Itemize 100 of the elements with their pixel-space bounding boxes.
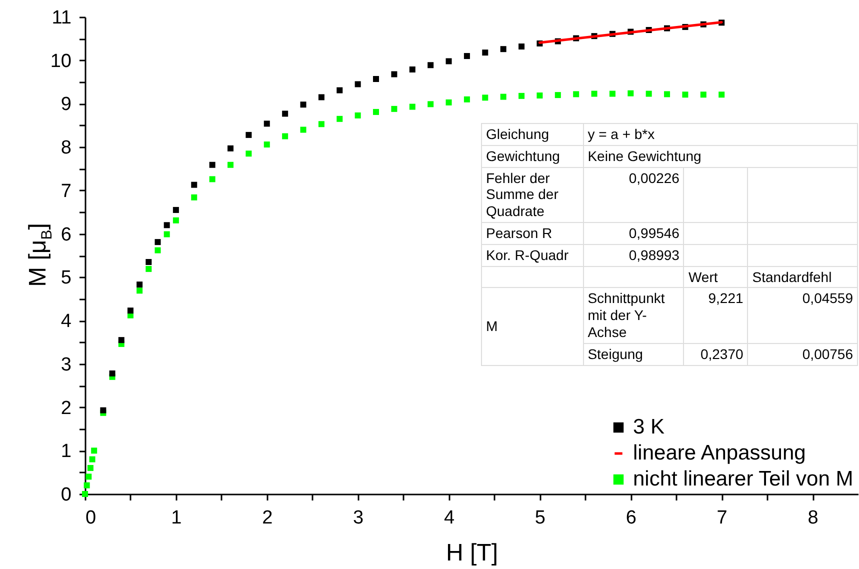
y-tick-label: 2 [60, 398, 72, 419]
annotation: Wert [684, 266, 748, 288]
point [109, 370, 116, 376]
y-tick-label: 1 [60, 441, 72, 462]
point [209, 176, 216, 182]
y-tick-label: 0 [60, 484, 72, 506]
point [246, 150, 252, 157]
y-tick-label: 9 [60, 94, 72, 116]
legend-label: lineare Anpassung [633, 442, 806, 464]
point [336, 116, 343, 122]
point [646, 90, 652, 97]
point [264, 141, 270, 148]
point [482, 94, 488, 101]
x-tick-label: 4 [444, 508, 455, 528]
x-tick-label: 7 [716, 508, 728, 528]
y-tick-label: 8 [60, 138, 72, 159]
point [89, 456, 96, 462]
annotation: 0,99546 [583, 222, 684, 244]
point [554, 92, 561, 98]
point [536, 92, 543, 98]
annotation: 0,98993 [583, 244, 684, 266]
point [191, 194, 198, 200]
x-tick-label: 2 [262, 508, 273, 528]
point [591, 90, 598, 97]
point [373, 76, 380, 82]
point [464, 53, 470, 60]
point [446, 99, 452, 106]
point [164, 231, 170, 238]
point [172, 217, 179, 224]
annotation: Gleichung [482, 124, 584, 146]
point [172, 206, 179, 213]
point [300, 126, 306, 133]
point [146, 259, 152, 266]
point [409, 104, 416, 110]
point [136, 288, 143, 294]
point [191, 182, 198, 188]
annotation: Pearson R [482, 222, 584, 244]
point [136, 282, 143, 288]
point [500, 46, 506, 52]
point [428, 101, 434, 108]
point [573, 91, 580, 98]
x-tick-label: 5 [534, 508, 546, 528]
x-axis-title: H [T] [446, 540, 498, 566]
point [682, 92, 688, 98]
x-tick-label: 1 [171, 508, 182, 528]
point [628, 90, 634, 96]
point [718, 92, 725, 98]
point [154, 239, 161, 246]
point [391, 71, 398, 78]
point [146, 266, 152, 272]
y-tick-label: 6 [60, 224, 72, 246]
y-tick-label: 11 [52, 8, 72, 28]
point [500, 94, 506, 100]
x-tick-label: 6 [626, 508, 636, 528]
point [84, 482, 90, 488]
point [228, 162, 234, 168]
x-tick-label: 0 [86, 508, 96, 528]
point [664, 91, 670, 98]
point [87, 464, 94, 471]
annotation: 0,2370 [684, 343, 748, 366]
point [318, 121, 324, 128]
legend-label: nicht linearer Teil von M [633, 468, 854, 490]
point [282, 110, 288, 117]
point [391, 106, 398, 112]
x-tick-label: 3 [353, 508, 364, 528]
point [354, 112, 361, 118]
y-tick-label: 7 [60, 180, 72, 202]
point [264, 120, 270, 127]
y-tick-label: 5 [60, 268, 72, 289]
annotation: 0,00226 [583, 167, 684, 222]
annotation: y = a + b*x [583, 124, 858, 146]
point [518, 92, 525, 99]
point [700, 92, 706, 98]
annotation: 0,00756 [748, 343, 858, 366]
point [209, 162, 216, 168]
annotation: Schnittpunkt mit der Y-Achse [583, 288, 684, 344]
point [246, 132, 252, 138]
annotation: 0,04559 [748, 288, 858, 344]
point [518, 43, 525, 50]
point [482, 50, 488, 56]
point [318, 94, 324, 100]
point [609, 90, 616, 97]
annotation: Kor. R-Quadr [482, 244, 584, 266]
point [91, 448, 98, 454]
point [409, 66, 416, 72]
annotation: 9,221 [684, 288, 748, 344]
point [118, 337, 124, 344]
point [100, 407, 106, 414]
y-tick-label: 3 [60, 354, 72, 376]
point [428, 62, 434, 68]
annotation: Keine Gewichtung [583, 145, 858, 168]
point [300, 102, 306, 108]
point [464, 96, 470, 102]
point [354, 81, 361, 88]
annotation: Standardfehl [748, 266, 858, 288]
point [228, 145, 234, 152]
annotation: M [482, 288, 584, 366]
point [154, 247, 161, 254]
y-tick-label: 10 [50, 50, 72, 72]
point [446, 58, 452, 64]
